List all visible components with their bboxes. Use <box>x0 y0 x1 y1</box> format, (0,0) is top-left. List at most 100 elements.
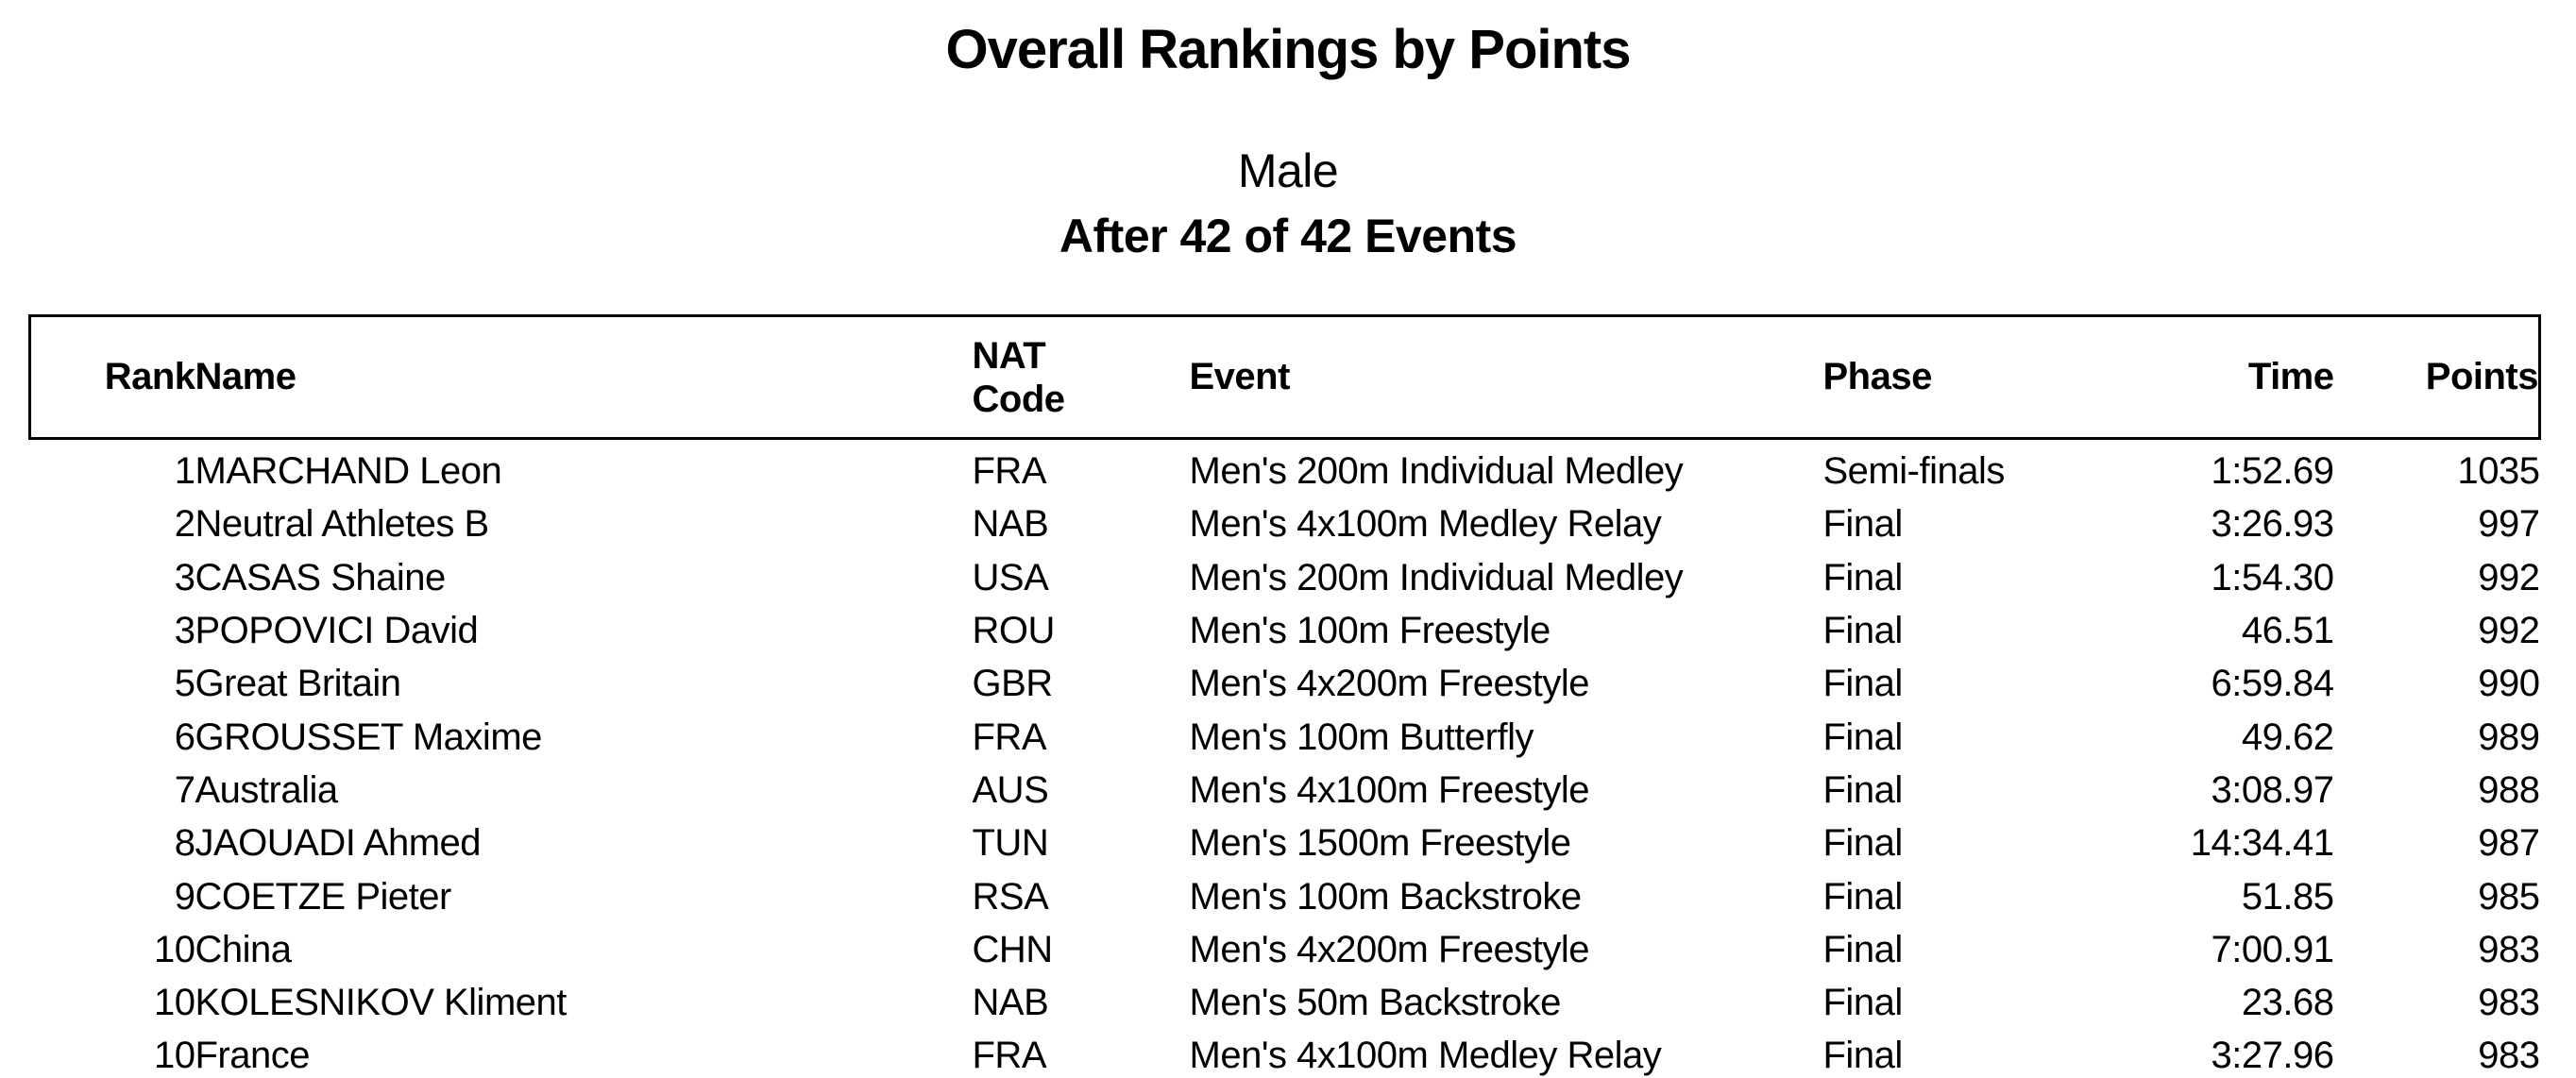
table-header-row: Rank Name NAT Code Event Phase Time Poin… <box>28 314 2541 440</box>
name-cell: JAOUADI Ahmed <box>195 822 482 865</box>
page-title: Overall Rankings by Points <box>945 19 1632 80</box>
time-cell: 51.85 <box>2241 875 2334 918</box>
rank-cell: 10 <box>154 928 195 970</box>
nat-code-cell: ROU <box>972 610 1056 652</box>
points-cell: 992 <box>2478 610 2540 652</box>
nat-code-cell: NAB <box>972 503 1049 546</box>
time-cell: 23.68 <box>2241 982 2334 1024</box>
rank-cell: 3 <box>174 610 195 652</box>
time-cell: 3:08.97 <box>2211 768 2334 811</box>
rank-cell: 8 <box>174 822 195 865</box>
nat-code-cell: GBR <box>972 663 1054 705</box>
nat-code-cell: TUN <box>972 822 1049 865</box>
name-cell: MARCHAND Leon <box>195 450 502 493</box>
rank-cell: 7 <box>174 768 195 811</box>
name-cell: POPOVICI David <box>195 610 479 652</box>
col-header-nat-code: NAT Code <box>972 314 1190 440</box>
rankings-body: 1 MARCHAND Leon FRA Men's 200m Individua… <box>30 439 2540 1078</box>
event-cell: Men's 200m Individual Medley <box>1189 450 1684 493</box>
phase-cell: Final <box>1822 982 1904 1024</box>
time-cell: 46.51 <box>2241 610 2334 652</box>
phase-cell: Final <box>1822 1035 1904 1077</box>
rank-cell: 1 <box>174 450 195 493</box>
table-row: 3 POPOVICI David ROU Men's 100m Freestyl… <box>30 604 2540 657</box>
phase-cell: Final <box>1822 928 1904 970</box>
event-cell: Men's 100m Butterfly <box>1189 716 1534 758</box>
points-cell: 985 <box>2478 875 2540 918</box>
name-cell: KOLESNIKOV Kliment <box>195 982 568 1024</box>
event-cell: Men's 100m Freestyle <box>1189 610 1551 652</box>
phase-cell: Final <box>1822 822 1904 865</box>
nat-code-cell: FRA <box>972 1035 1047 1077</box>
event-cell: Men's 4x100m Medley Relay <box>1189 1035 1662 1077</box>
points-cell: 990 <box>2478 663 2540 705</box>
table-row: 10 KOLESNIKOV Kliment NAB Men's 50m Back… <box>30 976 2540 1029</box>
nat-code-cell: CHN <box>972 928 1054 970</box>
rank-cell: 3 <box>174 556 195 598</box>
table-row: 10 France FRA Men's 4x100m Medley Relay … <box>30 1030 2540 1078</box>
phase-cell: Final <box>1822 768 1904 811</box>
time-cell: 1:54.30 <box>2211 556 2334 598</box>
table-row: 8 JAOUADI Ahmed TUN Men's 1500m Freestyl… <box>30 817 2540 870</box>
table-row: 10 China CHN Men's 4x200m Freestyle Fina… <box>30 923 2540 976</box>
phase-cell: Semi-finals <box>1822 450 2006 493</box>
event-cell: Men's 4x100m Freestyle <box>1189 768 1590 811</box>
points-cell: 992 <box>2478 556 2540 598</box>
event-cell: Men's 4x100m Medley Relay <box>1189 503 1662 546</box>
time-cell: 14:34.41 <box>2190 822 2334 865</box>
col-header-name: Name <box>195 314 973 440</box>
name-cell: France <box>195 1035 311 1077</box>
col-header-time: Time <box>2154 314 2334 440</box>
time-cell: 7:00.91 <box>2211 928 2334 970</box>
points-cell: 997 <box>2478 503 2540 546</box>
rank-cell: 6 <box>174 716 195 758</box>
name-cell: Neutral Athletes B <box>195 503 490 546</box>
rank-cell: 9 <box>174 875 195 918</box>
col-header-points: Points <box>2333 314 2541 440</box>
rank-cell: 10 <box>154 982 195 1024</box>
nat-code-cell: NAB <box>972 982 1049 1024</box>
phase-cell: Final <box>1822 875 1904 918</box>
phase-cell: Final <box>1822 503 1904 546</box>
event-cell: Men's 50m Backstroke <box>1189 982 1562 1024</box>
points-cell: 1035 <box>2457 450 2540 493</box>
event-cell: Men's 200m Individual Medley <box>1189 556 1684 598</box>
points-cell: 983 <box>2478 928 2540 970</box>
col-header-rank: Rank <box>28 314 195 440</box>
time-cell: 3:27.96 <box>2211 1035 2334 1077</box>
time-cell: 3:26.93 <box>2211 503 2334 546</box>
name-cell: Great Britain <box>195 663 402 705</box>
table-row: 5 Great Britain GBR Men's 4x200m Freesty… <box>30 658 2540 711</box>
event-cell: Men's 4x200m Freestyle <box>1189 663 1590 705</box>
table-row: 6 GROUSSET Maxime FRA Men's 100m Butterf… <box>30 711 2540 764</box>
points-cell: 987 <box>2478 822 2540 865</box>
phase-cell: Final <box>1822 663 1904 705</box>
phase-cell: Final <box>1822 610 1904 652</box>
phase-cell: Final <box>1822 716 1904 758</box>
event-cell: Men's 4x200m Freestyle <box>1189 928 1590 970</box>
rankings-table: Rank Name NAT Code Event Phase Time Poin… <box>28 314 2541 1078</box>
col-header-event: Event <box>1189 314 1823 440</box>
col-header-nat-code-label: NAT Code <box>972 334 1066 420</box>
table-row: 7 Australia AUS Men's 4x100m Freestyle F… <box>30 764 2540 817</box>
events-progress-label: After 42 of 42 Events <box>1059 210 1517 262</box>
col-header-phase: Phase <box>1822 314 2155 440</box>
phase-cell: Final <box>1822 556 1904 598</box>
event-cell: Men's 100m Backstroke <box>1189 875 1583 918</box>
name-cell: Australia <box>195 768 339 811</box>
nat-code-cell: RSA <box>972 875 1049 918</box>
table-row: 3 CASAS Shaine USA Men's 200m Individual… <box>30 551 2540 604</box>
points-cell: 989 <box>2478 716 2540 758</box>
time-cell: 6:59.84 <box>2211 663 2334 705</box>
table-row: 2 Neutral Athletes B NAB Men's 4x100m Me… <box>30 498 2540 551</box>
points-cell: 983 <box>2478 982 2540 1024</box>
time-cell: 1:52.69 <box>2211 450 2334 493</box>
rank-cell: 10 <box>154 1035 195 1077</box>
table-header: Rank Name NAT Code Event Phase Time Poin… <box>28 314 2541 440</box>
nat-code-cell: FRA <box>972 450 1047 493</box>
points-cell: 983 <box>2478 1035 2540 1077</box>
event-cell: Men's 1500m Freestyle <box>1189 822 1571 865</box>
table-row: 9 COETZE Pieter RSA Men's 100m Backstrok… <box>30 870 2540 923</box>
name-cell: China <box>195 928 293 970</box>
